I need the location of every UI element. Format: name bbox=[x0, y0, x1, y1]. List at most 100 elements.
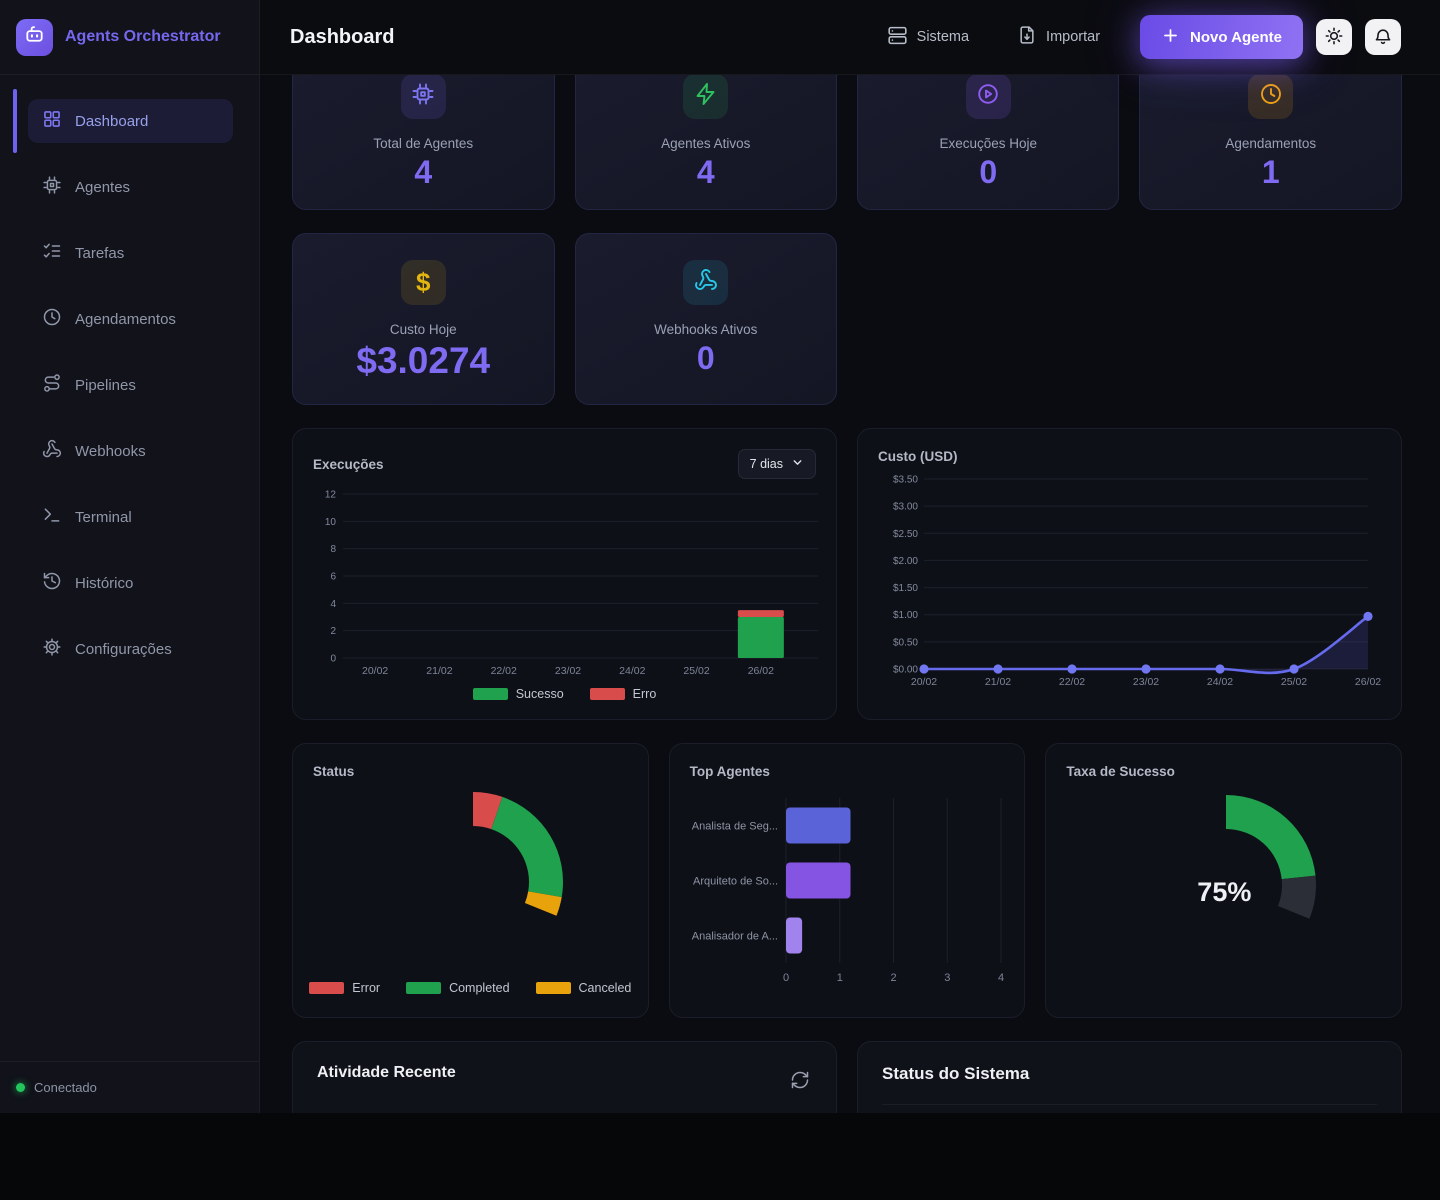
section-title: Atividade Recente bbox=[317, 1064, 456, 1081]
webhook-icon bbox=[694, 268, 718, 297]
sidebar-item-label: Agentes bbox=[75, 178, 131, 196]
refresh-button[interactable] bbox=[788, 1068, 812, 1095]
stat-value: 0 bbox=[696, 340, 715, 376]
taxa-sucesso-gauge-chart[interactable] bbox=[1066, 787, 1382, 977]
chart-title: Execuções bbox=[313, 456, 384, 472]
stat-icon-tile bbox=[683, 260, 729, 305]
stat-label: Custo Hoje bbox=[389, 322, 457, 337]
svg-text:20/02: 20/02 bbox=[362, 665, 388, 677]
legend-item[interactable]: Canceled bbox=[535, 981, 631, 995]
range-select[interactable]: 7 dias bbox=[737, 449, 816, 479]
svg-text:4: 4 bbox=[330, 599, 336, 610]
svg-text:26/02: 26/02 bbox=[1355, 676, 1381, 688]
top-header: Dashboard Sistema Importar bbox=[260, 0, 1440, 75]
sidebar-item-label: Pipelines bbox=[75, 376, 136, 394]
legend-item[interactable]: Sucesso bbox=[472, 687, 564, 701]
stat-icon-tile bbox=[400, 75, 446, 119]
importar-button[interactable]: Importar bbox=[1017, 25, 1100, 49]
header-actions: Sistema Importar Novo Agente bbox=[887, 15, 1401, 59]
bell-icon bbox=[1373, 26, 1393, 49]
svg-text:$2.00: $2.00 bbox=[893, 556, 918, 567]
clock-icon bbox=[42, 307, 62, 331]
stat-value: 4 bbox=[414, 154, 433, 190]
svg-text:24/02: 24/02 bbox=[619, 665, 645, 677]
svg-text:$0.00: $0.00 bbox=[893, 665, 918, 676]
legend-label: Erro bbox=[632, 687, 657, 701]
stat-card-agentes-ativos: Agentes Ativos 4 bbox=[574, 75, 837, 210]
execucoes-chart-card: Execuções 7 dias 0 2 4 6 8 10 12 20/02 21/02 22/0… bbox=[292, 428, 837, 720]
stat-value: 1 bbox=[1261, 154, 1280, 190]
top-agentes-bar-chart[interactable]: 0 1 2 3 4 Analista de Seg... Arquiteto de So..… bbox=[690, 783, 1006, 995]
list-checks-icon bbox=[42, 241, 62, 265]
status-doughnut-chart[interactable] bbox=[313, 787, 629, 955]
svg-text:$3.00: $3.00 bbox=[893, 502, 918, 513]
refresh-icon bbox=[790, 1071, 810, 1093]
stat-card-custo-hoje: $ Custo Hoje $3.0274 bbox=[292, 233, 555, 405]
sidebar-item-dashboard[interactable]: Dashboard bbox=[13, 89, 233, 153]
stat-label: Execuções Hoje bbox=[939, 136, 1038, 151]
sidebar-item-tarefas[interactable]: Tarefas bbox=[28, 231, 233, 275]
status-chart-card: Status Error Completed Canceled bbox=[292, 743, 649, 1018]
svg-text:2: 2 bbox=[890, 972, 896, 984]
zap-icon bbox=[694, 82, 718, 111]
chart-title: Custo (USD) bbox=[878, 449, 958, 464]
svg-text:26/02: 26/02 bbox=[748, 665, 774, 677]
sidebar-item-terminal[interactable]: Terminal bbox=[28, 495, 233, 539]
legend-item[interactable]: Error bbox=[309, 981, 380, 995]
sidebar-item-historico[interactable]: Histórico bbox=[28, 561, 233, 605]
layout-grid-icon bbox=[42, 109, 62, 133]
connection-label: Conectado bbox=[34, 1080, 97, 1095]
taxa-sucesso-card: Taxa de Sucesso 75% bbox=[1045, 743, 1402, 1018]
theme-toggle-button[interactable] bbox=[1316, 19, 1352, 55]
cpu-icon bbox=[411, 82, 435, 111]
legend-item[interactable]: Completed bbox=[406, 981, 510, 995]
svg-text:25/02: 25/02 bbox=[1281, 676, 1307, 688]
sidebar-item-pipelines[interactable]: Pipelines bbox=[28, 363, 233, 407]
execucoes-stacked-bar-chart[interactable]: 0 2 4 6 8 10 12 20/02 21/02 22/02 23/02 24/02 25/02 2… bbox=[313, 485, 818, 685]
route-icon bbox=[42, 373, 62, 397]
custo-chart-card: Custo (USD) $0.00 $0.50 $1.00 $1.50 $2.00 $2.… bbox=[857, 428, 1402, 720]
plus-icon bbox=[1161, 26, 1180, 49]
file-download-icon bbox=[1017, 25, 1037, 49]
connection-status: Conectado bbox=[0, 1061, 259, 1113]
svg-text:6: 6 bbox=[330, 572, 336, 583]
play-circle-icon bbox=[976, 82, 1000, 111]
legend-swatch bbox=[309, 982, 345, 994]
svg-text:21/02: 21/02 bbox=[426, 665, 452, 677]
spacer bbox=[857, 233, 1402, 405]
chart-title: Taxa de Sucesso bbox=[1066, 764, 1175, 779]
stat-card-execucoes-hoje: Execuções Hoje 0 bbox=[857, 75, 1120, 210]
sun-icon bbox=[1324, 26, 1344, 49]
svg-text:$2.50: $2.50 bbox=[893, 529, 918, 540]
sidebar-item-webhooks[interactable]: Webhooks bbox=[28, 429, 233, 473]
brand: Agents Orchestrator bbox=[0, 0, 259, 75]
stat-value: $3.0274 bbox=[356, 340, 491, 381]
sidebar-item-label: Webhooks bbox=[75, 442, 146, 460]
history-icon bbox=[42, 571, 62, 595]
legend-item[interactable]: Erro bbox=[589, 687, 657, 701]
sistema-button[interactable]: Sistema bbox=[887, 25, 969, 50]
sidebar-item-label: Terminal bbox=[75, 508, 132, 526]
svg-text:0: 0 bbox=[330, 654, 336, 665]
sidebar-item-agentes[interactable]: Agentes bbox=[28, 165, 233, 209]
notifications-button[interactable] bbox=[1365, 19, 1401, 55]
stat-value: 4 bbox=[696, 154, 715, 190]
stat-card-total-agentes: Total de Agentes 4 bbox=[292, 75, 555, 210]
novo-agente-label: Novo Agente bbox=[1190, 28, 1282, 46]
sidebar-item-agendamentos[interactable]: Agendamentos bbox=[28, 297, 233, 341]
sidebar: Agents Orchestrator Dashboard bbox=[0, 0, 260, 1113]
custo-line-chart[interactable]: $0.00 $0.50 $1.00 $1.50 $2.00 $2.50 $3.00 $3.50… bbox=[878, 470, 1383, 695]
novo-agente-button[interactable]: Novo Agente bbox=[1140, 15, 1303, 59]
chart-title: Top Agentes bbox=[689, 764, 770, 779]
sidebar-item-label: Agendamentos bbox=[75, 310, 176, 328]
svg-text:25/02: 25/02 bbox=[683, 665, 709, 677]
legend-label: Error bbox=[352, 981, 381, 995]
svg-text:$1.50: $1.50 bbox=[893, 583, 918, 594]
svg-text:20/02: 20/02 bbox=[911, 676, 937, 688]
top-agentes-chart-card: Top Agentes 0 1 2 3 4 Analista de Seg... Arqui… bbox=[668, 743, 1026, 1018]
svg-text:8: 8 bbox=[330, 544, 336, 555]
robot-icon bbox=[23, 23, 46, 51]
sidebar-item-configuracoes[interactable]: Configurações bbox=[28, 627, 233, 671]
brand-name: Agents Orchestrator bbox=[65, 28, 221, 45]
svg-text:Arquiteto de So...: Arquiteto de So... bbox=[693, 876, 778, 888]
